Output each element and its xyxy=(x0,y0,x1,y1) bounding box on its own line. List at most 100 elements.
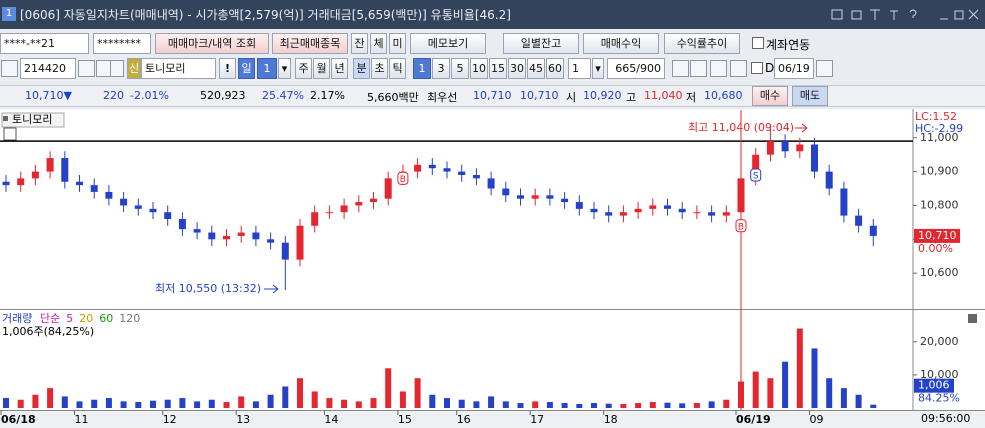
trade-marker-label: B xyxy=(738,222,744,232)
x-tick-label: 12 xyxy=(163,413,177,426)
volume-ratio: 84.25% xyxy=(918,392,960,405)
time-label: 09:56:00 xyxy=(921,412,970,425)
month-button[interactable]: 월 xyxy=(313,58,330,79)
tool-icon[interactable] xyxy=(672,60,689,77)
volume-bar xyxy=(502,401,509,408)
memo-button[interactable]: 메모보기 xyxy=(410,33,486,54)
unfilled-button[interactable]: 미 xyxy=(389,33,406,54)
candle-body xyxy=(281,242,289,260)
volume-bar xyxy=(444,398,450,408)
candle-body xyxy=(766,141,774,155)
volume-bar xyxy=(429,394,436,408)
balance-button[interactable]: 잔 xyxy=(351,33,368,54)
scroll-handle[interactable] xyxy=(3,127,17,141)
candle-body xyxy=(134,205,142,209)
window-icon: 1 xyxy=(2,7,16,21)
return-trend-button[interactable]: 수익률추이 xyxy=(664,33,740,54)
price-change: 0.00% xyxy=(918,242,953,255)
volume-bar xyxy=(752,371,759,408)
volume-bar xyxy=(605,403,612,408)
interval-button[interactable]: 3 xyxy=(432,58,450,79)
minute-button[interactable]: 분 xyxy=(353,58,370,79)
volume-bar xyxy=(576,404,583,408)
stock-name[interactable]: 토니모리 xyxy=(141,58,216,79)
volume-bar xyxy=(723,399,730,408)
interval-button[interactable]: 30 xyxy=(508,58,526,79)
candle-body xyxy=(752,154,760,179)
code-input[interactable]: 214420 xyxy=(20,58,76,79)
volume-bar xyxy=(311,391,318,408)
candle-body xyxy=(840,188,848,216)
sell-button[interactable]: 매도 xyxy=(792,86,828,106)
hc-label: HC:-2.99 xyxy=(915,122,963,135)
candle-body xyxy=(76,181,83,186)
count-display: 665/900 xyxy=(607,58,665,79)
trade-mark-button[interactable]: 매매마크/내역 조회 xyxy=(155,33,269,54)
date-input[interactable]: 06/19 xyxy=(774,58,814,79)
custom-interval[interactable]: 1 xyxy=(568,58,591,79)
volume-bar xyxy=(238,396,245,408)
candle-body xyxy=(149,208,157,213)
candle-body xyxy=(31,171,39,179)
day-button[interactable]: 일 xyxy=(238,58,255,79)
volume-bar xyxy=(782,361,789,408)
second-button[interactable]: 초 xyxy=(371,58,388,79)
volume-bar xyxy=(649,402,656,408)
buy-button[interactable]: 매수 xyxy=(752,86,788,106)
interval-button[interactable]: 60 xyxy=(546,58,564,79)
volume-bar xyxy=(120,401,127,408)
volume-bar xyxy=(370,398,377,408)
recent-items-button[interactable]: 최근매매종목 xyxy=(272,33,348,54)
link-checkbox[interactable] xyxy=(752,37,764,49)
filled-button[interactable]: 체 xyxy=(370,33,387,54)
calendar-icon[interactable] xyxy=(816,60,833,77)
candle-body xyxy=(502,188,510,196)
tool-icon[interactable] xyxy=(710,60,727,77)
candle-body xyxy=(561,198,569,203)
interval-button[interactable]: 5 xyxy=(451,58,469,79)
interval-button[interactable]: 10 xyxy=(470,58,488,79)
candle-body xyxy=(458,171,466,175)
daily-balance-button[interactable]: 일별잔고 xyxy=(503,33,579,54)
settings-icon[interactable] xyxy=(730,60,747,77)
legend-icon xyxy=(3,116,8,121)
menu-icon[interactable] xyxy=(1,60,18,77)
account-input[interactable]: ****-**21 xyxy=(0,33,89,54)
tool-icon[interactable] xyxy=(690,60,707,77)
volume-bar xyxy=(61,396,68,408)
date-label: D xyxy=(765,61,775,75)
volume-bar xyxy=(341,399,348,408)
candle-body xyxy=(340,205,348,213)
y-tick-label: 10,000 xyxy=(920,368,959,381)
price: 10,710▼ xyxy=(25,89,72,102)
x-tick-label: 16 xyxy=(457,413,471,426)
interval-button[interactable]: 1 xyxy=(413,58,431,79)
volume-bar xyxy=(679,403,686,408)
panel-close[interactable] xyxy=(968,314,977,323)
volume-bar xyxy=(399,391,406,408)
volume-bar xyxy=(517,403,524,408)
candle-body xyxy=(384,178,392,199)
week-button[interactable]: 주 xyxy=(295,58,312,79)
window-controls[interactable] xyxy=(830,9,980,21)
trade-marker xyxy=(735,219,747,233)
interval-dropdown[interactable]: ▾ xyxy=(592,58,604,79)
day-dropdown[interactable]: ▾ xyxy=(278,58,291,79)
trade-marker xyxy=(397,171,409,185)
year-button[interactable]: 년 xyxy=(331,58,348,79)
volume-bar xyxy=(826,378,833,408)
alert-button[interactable]: ! xyxy=(219,58,236,79)
volume-bar xyxy=(3,398,9,408)
profit-button[interactable]: 매매수익 xyxy=(583,33,659,54)
search-icon[interactable] xyxy=(78,60,95,77)
password-input[interactable]: ******** xyxy=(93,33,151,54)
volume-title: 거래량 xyxy=(2,312,32,325)
tick-button[interactable]: 틱 xyxy=(389,58,406,79)
date-checkbox[interactable] xyxy=(751,62,763,74)
arrow-icon[interactable] xyxy=(110,60,124,77)
x-tick-label: 06/19 xyxy=(736,413,771,426)
interval-button[interactable]: 45 xyxy=(527,58,545,79)
interval-button[interactable]: 15 xyxy=(489,58,507,79)
day-count[interactable]: 1 xyxy=(257,58,277,79)
